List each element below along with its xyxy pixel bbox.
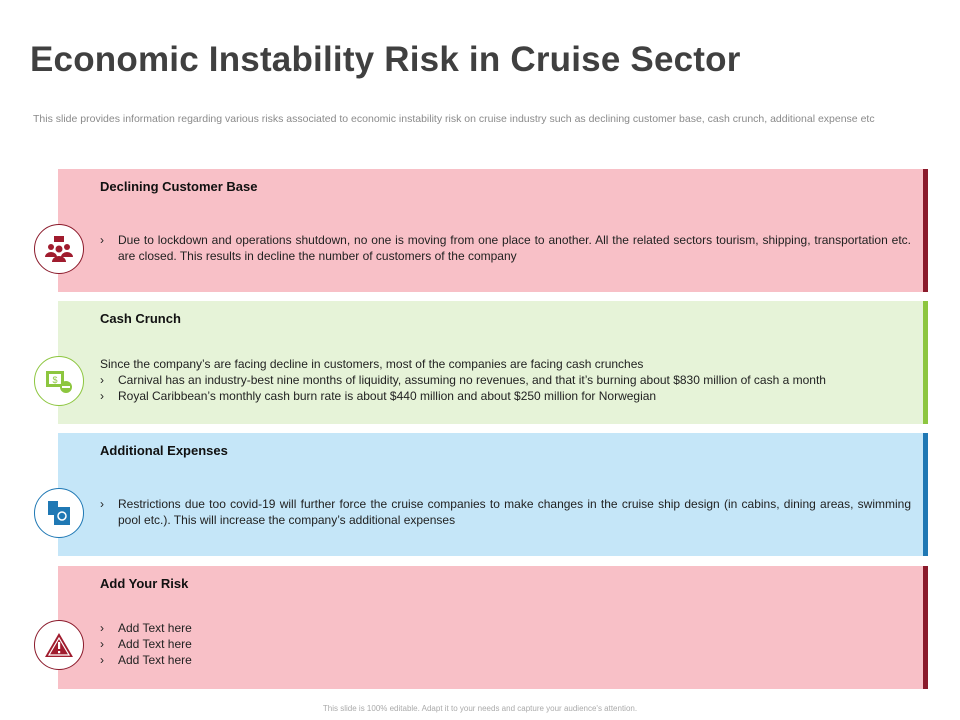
bullet: Carnival has an industry-best nine month…: [100, 372, 911, 388]
calculator-bill-icon: [34, 488, 84, 538]
panel-heading: Declining Customer Base: [100, 179, 258, 194]
panel-heading: Cash Crunch: [100, 311, 181, 326]
panel-heading: Additional Expenses: [100, 443, 228, 458]
bullet: Add Text here: [100, 636, 911, 652]
panel-cash-crunch: Cash Crunch Since the company’s are faci…: [58, 301, 928, 424]
bullet: Due to lockdown and operations shutdown,…: [100, 232, 911, 264]
footer-note: This slide is 100% editable. Adapt it to…: [322, 704, 638, 713]
svg-text:$: $: [52, 375, 57, 385]
page-subtitle: This slide provides information regardin…: [33, 113, 875, 125]
bullet: Royal Caribbean’s monthly cash burn rate…: [100, 388, 911, 404]
intro-text: Since the company’s are facing decline i…: [100, 357, 644, 371]
panel-additional-expenses: Additional Expenses Restrictions due too…: [58, 433, 928, 556]
panel-heading: Add Your Risk: [100, 576, 189, 591]
customers-basket-icon: [34, 224, 84, 274]
panel-declining-customer-base: Declining Customer Base Due to lockdown …: [58, 169, 928, 292]
cash-minus-icon: $: [34, 356, 84, 406]
bullet: Add Text here: [100, 620, 911, 636]
bullet: Add Text here: [100, 652, 911, 668]
bullet: Restrictions due too covid-19 will furth…: [100, 496, 911, 528]
warning-icon: [34, 620, 84, 670]
page-title: Economic Instability Risk in Cruise Sect…: [30, 40, 741, 79]
panel-add-your-risk: Add Your Risk Add Text here Add Text her…: [58, 566, 928, 689]
